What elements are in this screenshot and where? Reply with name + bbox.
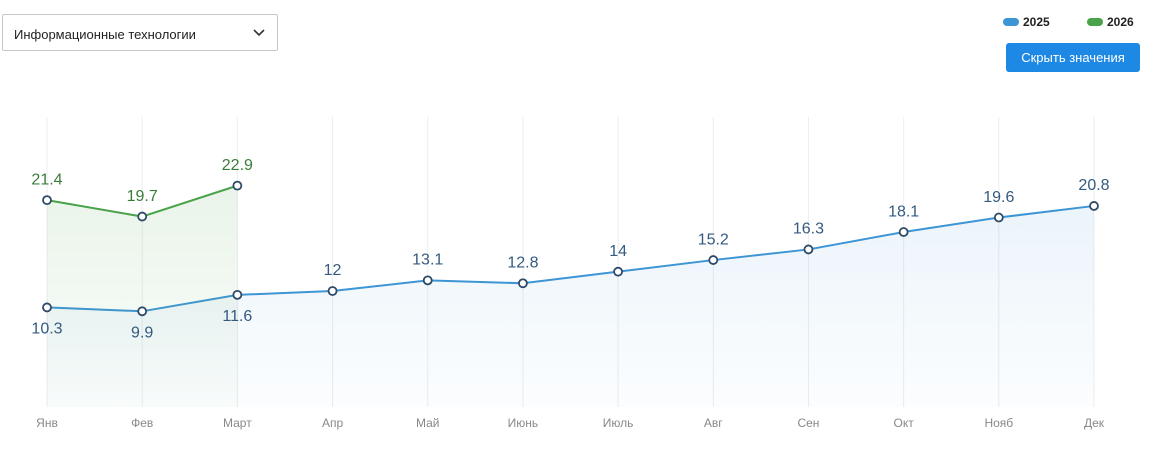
data-label: 12.8 (507, 254, 538, 271)
chevron (253, 29, 265, 37)
x-tick-label: Июнь (508, 416, 539, 430)
x-tick-label: Май (416, 416, 440, 430)
data-label: 19.7 (127, 188, 158, 205)
data-label: 9.9 (131, 325, 153, 342)
data-point (518, 278, 528, 289)
legend-swatch (1003, 18, 1019, 26)
hide-values-button[interactable]: Скрыть значения (1006, 43, 1140, 72)
data-point (613, 266, 623, 277)
data-point (898, 227, 909, 237)
data-point (137, 211, 148, 222)
data-point (232, 289, 243, 300)
data-label: 12 (324, 262, 342, 279)
data-label: 20.8 (1078, 177, 1109, 194)
data-point (993, 212, 1004, 223)
x-tick-label: Нояб (984, 416, 1013, 430)
x-tick-label: Июль (603, 416, 634, 430)
data-point (137, 306, 148, 317)
data-label: 21.4 (31, 171, 62, 188)
data-label: 11.6 (222, 308, 252, 325)
x-tick-label: Март (223, 416, 252, 430)
x-tick-label: Янв (36, 416, 58, 430)
legend-label: 2026 (1107, 15, 1134, 29)
data-label: 14 (609, 243, 627, 260)
data-point (1089, 201, 1099, 211)
data-point (327, 286, 338, 296)
x-tick-label: Апр (322, 416, 344, 430)
data-label: 10.3 (31, 321, 62, 338)
x-tick-label: Окт (894, 416, 915, 430)
data-point (42, 302, 52, 313)
data-label: 22.9 (222, 157, 253, 174)
data-point (803, 244, 814, 255)
data-label: 18.1 (888, 203, 919, 220)
data-point (708, 255, 719, 265)
x-tick-label: Сен (797, 416, 819, 430)
x-tick-label: Фев (131, 416, 153, 430)
x-tick-label: Авг (704, 416, 723, 430)
data-label: 15.2 (698, 231, 729, 248)
x-tick-label: Дек (1084, 416, 1105, 430)
series-area (47, 205, 1094, 407)
data-point (232, 180, 243, 191)
data-label: 19.6 (983, 189, 1014, 206)
legend-label: 2025 (1023, 15, 1050, 29)
dropdown[interactable]: Информационные технологии (2, 14, 278, 51)
data-label: 13.1 (412, 252, 443, 269)
data-point (422, 275, 433, 286)
data-label: 16.3 (793, 221, 824, 238)
series-area (47, 185, 238, 407)
legend-swatch (1087, 18, 1103, 26)
dropdown-label: Информационные технологии (14, 27, 196, 42)
data-point (42, 195, 52, 206)
